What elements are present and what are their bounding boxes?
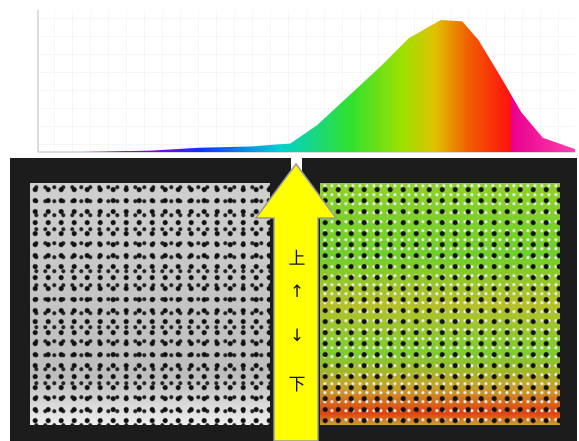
arrow-label: ↓ [284, 326, 310, 346]
sample-color [320, 183, 560, 425]
sample-gray [30, 183, 270, 425]
arrow-label: ↑ [284, 282, 310, 302]
ct-image-color [302, 158, 577, 441]
page: {"chart_data": {"type": "area", "x": [0,… [0, 0, 579, 441]
arrow-label: 下 [284, 370, 310, 395]
histogram [0, 0, 579, 157]
ct-image-gray [10, 158, 291, 441]
arrow-label: 上 [284, 244, 310, 269]
